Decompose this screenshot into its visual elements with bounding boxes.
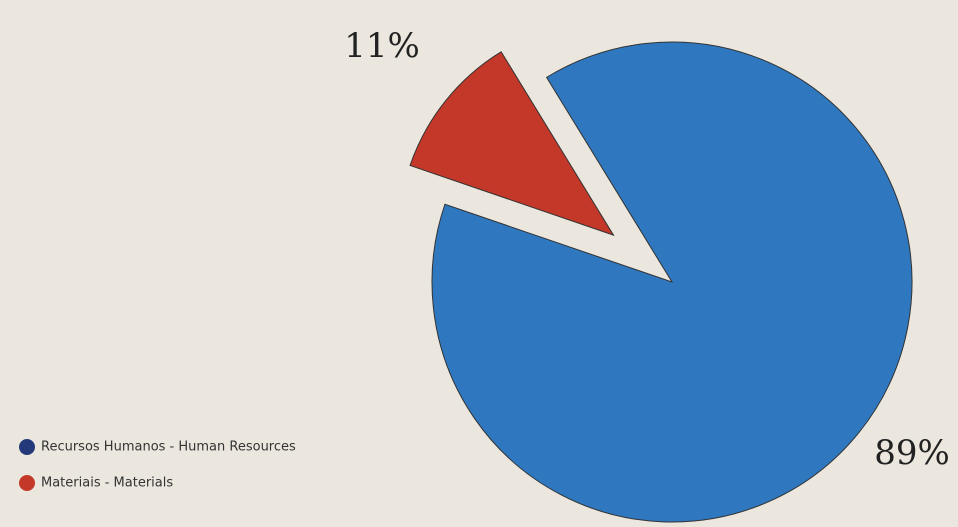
legend-label: Recursos Humanos - Human Resources (41, 440, 296, 455)
value-label: 11% (344, 26, 420, 66)
value-label: 89% (874, 433, 950, 473)
pie-slice (409, 51, 615, 237)
pie-slice (431, 41, 913, 523)
legend-swatch (19, 439, 35, 455)
legend-label: Materiais - Materials (41, 476, 173, 491)
legend-swatch (19, 475, 35, 491)
